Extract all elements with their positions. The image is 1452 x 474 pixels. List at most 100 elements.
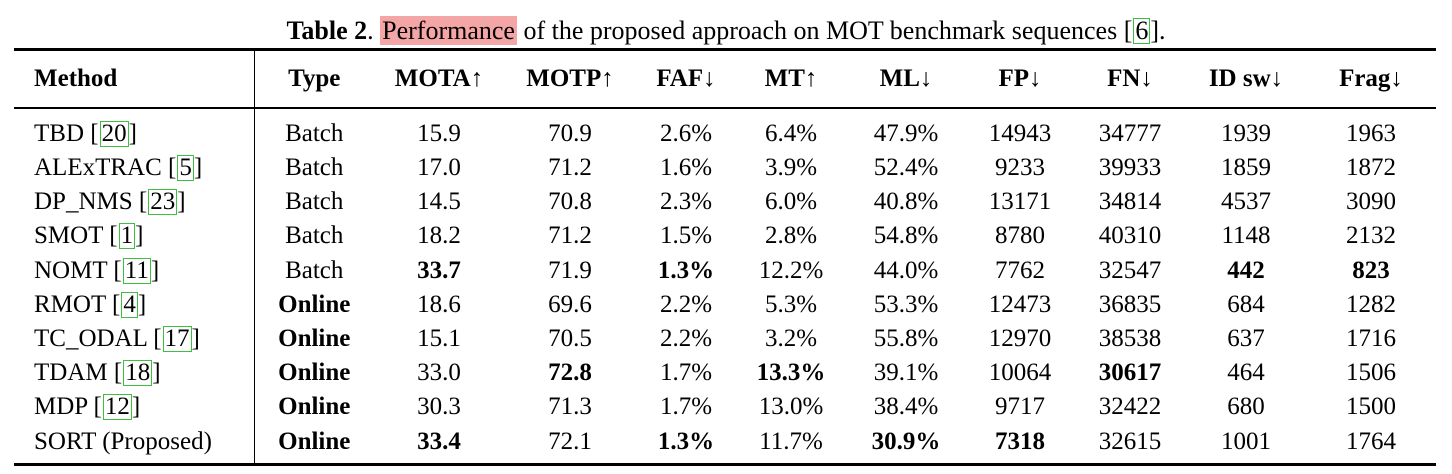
cell-ml: 54.8% xyxy=(873,222,939,250)
cell-fp: 7318 xyxy=(966,424,1074,466)
table-row: SORT (Proposed) Online 33.4 72.1 1.3% 11.7% 30… xyxy=(14,424,1436,466)
citation-link[interactable]: 18 xyxy=(123,359,153,387)
cell-faf: 2.2% xyxy=(659,290,713,318)
cell-faf: 2.3% xyxy=(659,188,713,216)
citation-link[interactable]: 12 xyxy=(102,393,132,421)
cell-frag: 1506 xyxy=(1346,359,1396,387)
cell-faf: 1.3% xyxy=(636,424,736,466)
cell-type: Online xyxy=(278,393,351,421)
cell-ml: 52.4% xyxy=(873,154,939,182)
citation-link[interactable]: 11 xyxy=(122,256,151,284)
cell-idsw: 1148 xyxy=(1221,222,1271,250)
cell-idsw: 4537 xyxy=(1221,188,1271,216)
method-name: SORT (Proposed) xyxy=(34,427,212,455)
cell-idsw: 680 xyxy=(1227,393,1265,421)
col-fp: FP↓ xyxy=(966,48,1074,109)
cell-idsw: 637 xyxy=(1227,325,1265,353)
results-table: Method Type MOTA↑ MOTP↑ FAF↓ MT↑ ML↓ FP↓… xyxy=(14,48,1436,466)
header-row: Method Type MOTA↑ MOTP↑ FAF↓ MT↑ ML↓ FP↓… xyxy=(14,48,1436,109)
citation-link[interactable]: 20 xyxy=(99,120,129,147)
cell-faf: 1.6% xyxy=(659,154,713,182)
cell-mota: 33.4 xyxy=(374,424,504,466)
cell-mt: 12.2% xyxy=(758,256,824,284)
cell-fp: 9717 xyxy=(995,393,1045,421)
col-fn: FN↓ xyxy=(1074,48,1186,109)
caption-text: of the proposed approach on MOT benchmar… xyxy=(523,16,1133,45)
caption-sep: . xyxy=(367,16,374,45)
cell-method: MDP [12] xyxy=(14,390,255,425)
cell-type: Batch xyxy=(285,188,344,216)
cell-mt: 11.7% xyxy=(736,424,846,466)
cell-motp: 71.9 xyxy=(548,256,592,284)
citation-link[interactable]: 23 xyxy=(148,188,178,216)
cell-frag: 2132 xyxy=(1346,222,1396,250)
cell-method: TDAM [18] xyxy=(14,356,255,391)
cell-type: Batch xyxy=(285,222,344,250)
cell-mt: 6.4% xyxy=(764,120,818,147)
cell-method: NOMT [11] xyxy=(14,253,255,288)
cell-ml: 38.4% xyxy=(873,393,939,421)
table-row: RMOT [4] Online 18.6 69.6 2.2% 5.3% 53.3% 12473… xyxy=(14,287,1436,322)
cell-fp: 12473 xyxy=(988,290,1052,318)
cell-frag: 3090 xyxy=(1346,188,1396,216)
cell-fn: 39933 xyxy=(1098,154,1162,182)
cell-mota: 18.6 xyxy=(417,290,461,318)
col-method: Method xyxy=(14,48,255,109)
cell-ml: 40.8% xyxy=(873,188,939,216)
col-idsw: ID sw↓ xyxy=(1186,48,1306,109)
cell-mota: 15.9 xyxy=(417,120,461,147)
cell-idsw: 1939 xyxy=(1221,120,1271,147)
citation-link[interactable]: 5 xyxy=(177,154,194,182)
cell-motp: 70.9 xyxy=(548,120,592,147)
citation-link[interactable]: 17 xyxy=(162,325,192,353)
method-name: TDAM xyxy=(34,359,108,387)
cell-mota: 33.7 xyxy=(417,256,461,284)
col-type: Type xyxy=(254,48,374,109)
method-name: TBD xyxy=(34,120,84,147)
cell-idsw: 1859 xyxy=(1221,154,1271,182)
table-row: DP_NMS [23] Batch 14.5 70.8 2.3% 6.0% 40.8% 131… xyxy=(14,185,1436,220)
cell-fn: 32615 xyxy=(1074,424,1186,466)
cell-fp: 12970 xyxy=(988,325,1052,353)
cell-ml: 39.1% xyxy=(873,359,939,387)
cell-ml: 30.9% xyxy=(846,424,966,466)
cell-frag: 1500 xyxy=(1346,393,1396,421)
cell-mt: 6.0% xyxy=(764,188,818,216)
cell-faf: 1.3% xyxy=(657,256,715,284)
col-ml: ML↓ xyxy=(846,48,966,109)
col-mota: MOTA↑ xyxy=(374,48,504,109)
cell-faf: 2.6% xyxy=(659,120,713,147)
table-row: NOMT [11] Batch 33.7 71.9 1.3% 12.2% 44.0% 7762… xyxy=(14,253,1436,288)
cell-motp: 71.2 xyxy=(548,222,592,250)
cell-mt: 5.3% xyxy=(764,290,818,318)
cell-method: TBD [20] xyxy=(14,108,255,151)
cell-fp: 10064 xyxy=(988,359,1052,387)
cell-motp: 72.8 xyxy=(548,359,592,387)
cell-frag: 1963 xyxy=(1346,120,1396,147)
cell-fn: 32547 xyxy=(1098,256,1162,284)
citation-link[interactable]: 4 xyxy=(121,290,138,318)
method-name: NOMT xyxy=(34,256,108,284)
caption-citation[interactable]: 6 xyxy=(1133,16,1151,45)
cell-ml: 44.0% xyxy=(873,256,939,284)
cell-frag: 1282 xyxy=(1346,290,1396,318)
cell-method: SMOT [1] xyxy=(14,219,255,254)
caption-highlight: Performance xyxy=(380,16,517,45)
method-name: SMOT xyxy=(34,222,104,250)
cell-method: DP_NMS [23] xyxy=(14,185,255,220)
citation-link[interactable]: 1 xyxy=(118,222,136,250)
method-name: ALExTRAC xyxy=(34,154,162,182)
cell-motp: 71.2 xyxy=(548,154,592,182)
cell-fn: 34814 xyxy=(1098,188,1162,216)
cell-mota: 30.3 xyxy=(417,393,461,421)
cell-motp: 70.8 xyxy=(548,188,592,216)
table-row: TDAM [18] Online 33.0 72.8 1.7% 13.3% 39.1% 100… xyxy=(14,356,1436,391)
cell-fn: 32422 xyxy=(1098,393,1162,421)
cell-type: Batch xyxy=(285,256,344,284)
cell-type: Batch xyxy=(285,154,344,182)
cell-frag: 1716 xyxy=(1346,325,1396,353)
table-row: ALExTRAC [5] Batch 17.0 71.2 1.6% 3.9% 52.4% 92… xyxy=(14,151,1436,186)
method-name: RMOT xyxy=(34,290,106,318)
cell-idsw: 442 xyxy=(1227,256,1265,284)
col-frag: Frag↓ xyxy=(1306,48,1436,109)
